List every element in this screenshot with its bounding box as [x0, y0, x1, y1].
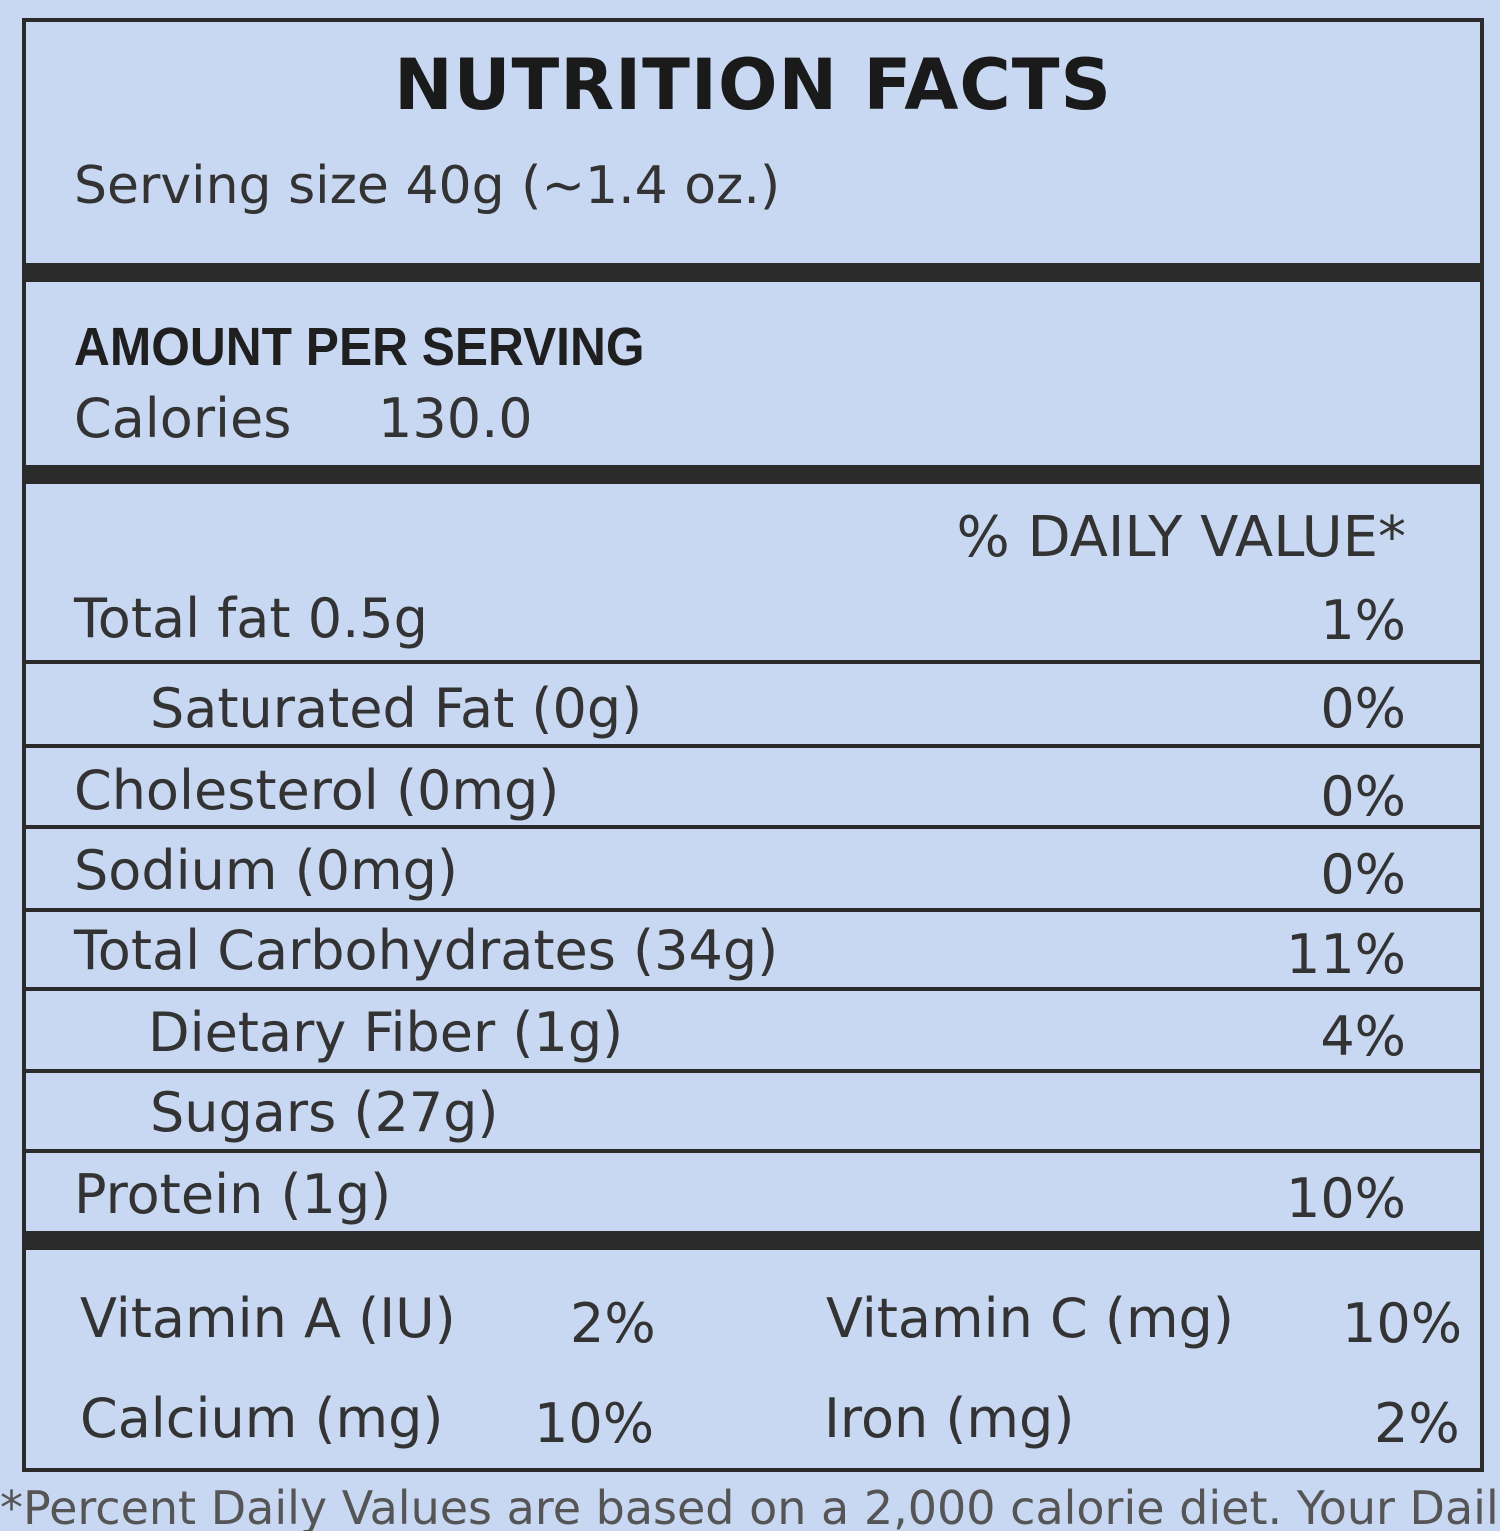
- mineral-pct-calcium: 10%: [534, 1392, 655, 1455]
- nutrient-label-total-fat: Total fat 0.5g: [74, 587, 428, 650]
- row-divider: [26, 987, 1480, 991]
- nutrition-facts-label: NUTRITION FACTS Serving size 40g (~1.4 o…: [22, 18, 1484, 1472]
- daily-value-footnote: *Percent Daily Values are based on a 2,0…: [0, 1485, 1500, 1531]
- nutrient-pct-saturated-fat: 0%: [1320, 677, 1406, 740]
- vitamin-pct-c: 10%: [1342, 1292, 1463, 1355]
- mineral-pct-iron: 2%: [1374, 1392, 1460, 1455]
- row-divider: [26, 1149, 1480, 1153]
- row-divider: [26, 825, 1480, 829]
- nutrient-pct-protein: 10%: [1285, 1167, 1406, 1230]
- nutrient-pct-cholesterol: 0%: [1320, 765, 1406, 828]
- nutrient-label-sugars: Sugars (27g): [150, 1081, 499, 1144]
- nutrient-pct-sodium: 0%: [1320, 843, 1406, 906]
- thick-divider: [26, 1231, 1480, 1250]
- vitamin-label-c: Vitamin C (mg): [826, 1287, 1234, 1350]
- nutrient-label-cholesterol: Cholesterol (0mg): [74, 759, 560, 822]
- row-divider: [26, 660, 1480, 664]
- thick-divider: [26, 465, 1480, 484]
- row-divider: [26, 1069, 1480, 1073]
- nutrient-label-saturated-fat: Saturated Fat (0g): [150, 677, 643, 740]
- nutrient-pct-total-fat: 1%: [1320, 589, 1406, 652]
- nutrient-pct-total-carbohydrates: 11%: [1285, 923, 1406, 986]
- row-divider: [26, 744, 1480, 748]
- mineral-label-iron: Iron (mg): [824, 1387, 1075, 1450]
- nutrient-label-dietary-fiber: Dietary Fiber (1g): [148, 1001, 624, 1064]
- thick-divider: [26, 263, 1480, 282]
- nutrient-pct-dietary-fiber: 4%: [1320, 1005, 1406, 1068]
- row-divider: [26, 908, 1480, 912]
- amount-per-serving-heading: AMOUNT PER SERVING: [74, 317, 645, 377]
- vitamin-label-a: Vitamin A (IU): [80, 1287, 456, 1350]
- serving-size: Serving size 40g (~1.4 oz.): [74, 156, 781, 216]
- nutrient-label-sodium: Sodium (0mg): [74, 839, 458, 902]
- calories-label: Calories: [74, 387, 292, 450]
- vitamin-pct-a: 2%: [570, 1292, 656, 1355]
- nutrient-label-protein: Protein (1g): [74, 1163, 392, 1226]
- label-title: NUTRITION FACTS: [394, 44, 1112, 126]
- nutrient-label-total-carbohydrates: Total Carbohydrates (34g): [74, 919, 779, 982]
- mineral-label-calcium: Calcium (mg): [80, 1387, 444, 1450]
- daily-value-header: % DAILY VALUE*: [956, 505, 1406, 570]
- calories-value: 130.0: [378, 387, 533, 450]
